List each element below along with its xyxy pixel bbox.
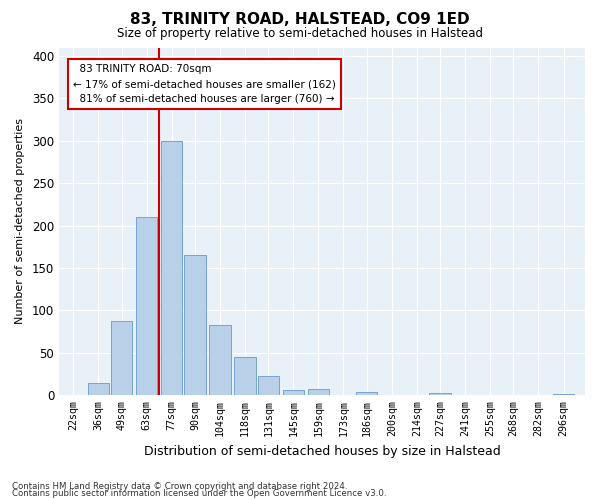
Bar xyxy=(88,382,109,396)
Bar xyxy=(356,392,377,396)
Bar xyxy=(235,357,256,396)
Bar xyxy=(136,217,157,396)
Text: 83 TRINITY ROAD: 70sqm
← 17% of semi-detached houses are smaller (162)
  81% of : 83 TRINITY ROAD: 70sqm ← 17% of semi-det… xyxy=(73,64,336,104)
Bar xyxy=(308,388,329,396)
Text: Contains HM Land Registry data © Crown copyright and database right 2024.: Contains HM Land Registry data © Crown c… xyxy=(12,482,347,491)
Bar xyxy=(161,141,182,396)
Text: 83, TRINITY ROAD, HALSTEAD, CO9 1ED: 83, TRINITY ROAD, HALSTEAD, CO9 1ED xyxy=(130,12,470,28)
Bar xyxy=(283,390,304,396)
Bar xyxy=(209,325,231,396)
Y-axis label: Number of semi-detached properties: Number of semi-detached properties xyxy=(15,118,25,324)
Bar xyxy=(257,376,279,396)
Bar xyxy=(553,394,574,396)
Text: Size of property relative to semi-detached houses in Halstead: Size of property relative to semi-detach… xyxy=(117,28,483,40)
Bar xyxy=(184,256,206,396)
Bar xyxy=(111,320,133,396)
Bar xyxy=(430,393,451,396)
Text: Contains public sector information licensed under the Open Government Licence v3: Contains public sector information licen… xyxy=(12,490,386,498)
X-axis label: Distribution of semi-detached houses by size in Halstead: Distribution of semi-detached houses by … xyxy=(143,444,500,458)
